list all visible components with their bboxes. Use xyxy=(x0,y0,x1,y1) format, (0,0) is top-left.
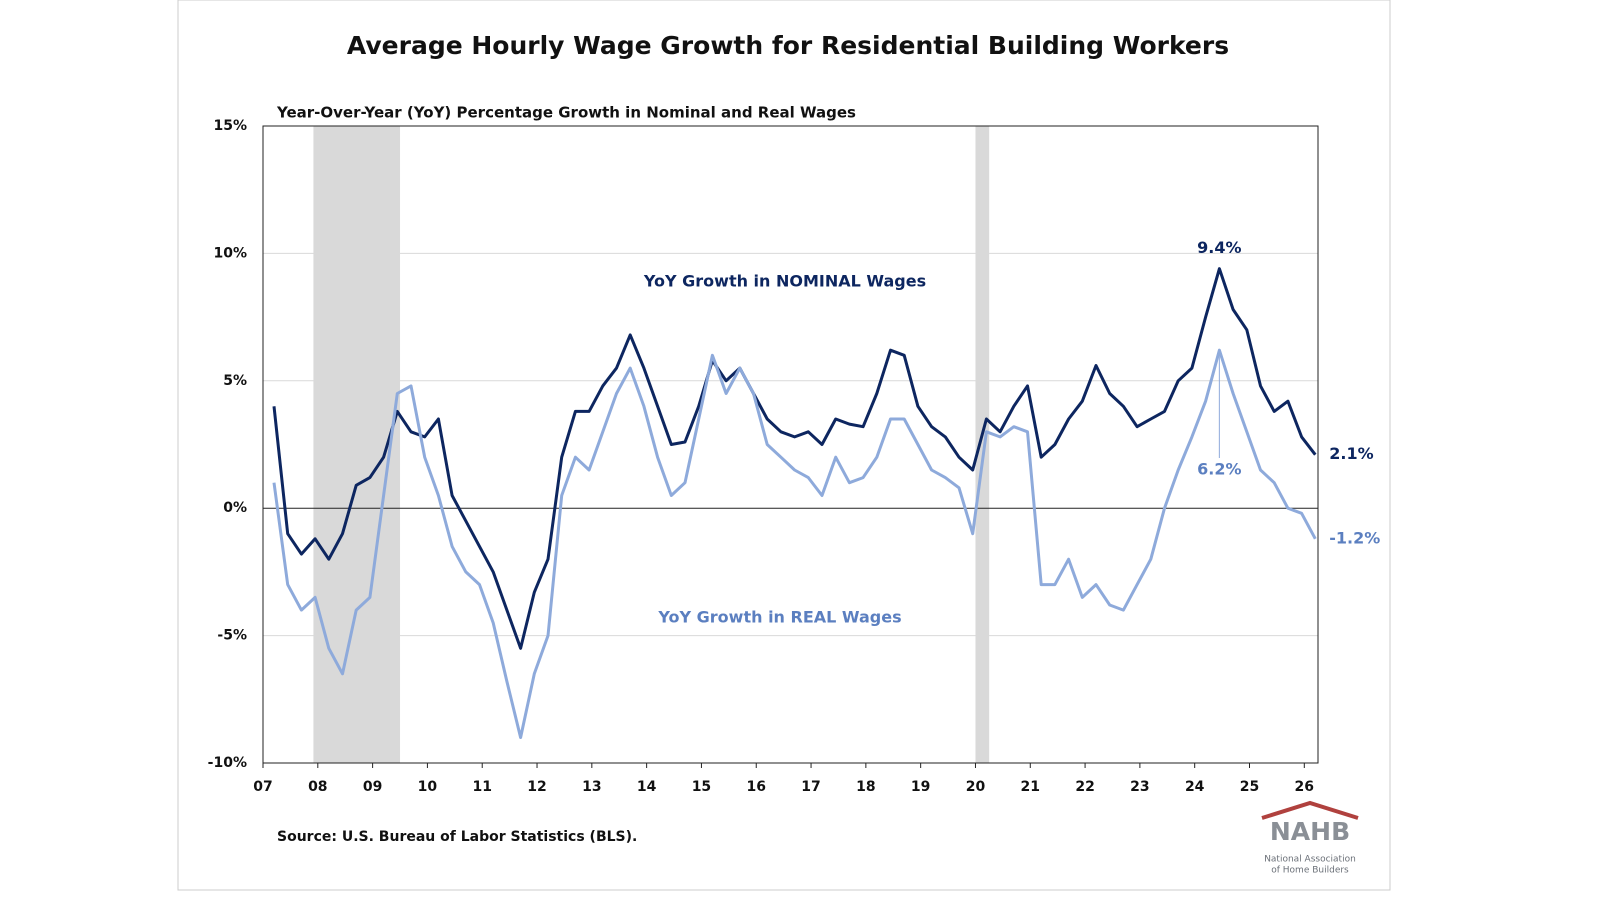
source-note: Source: U.S. Bureau of Labor Statistics … xyxy=(277,829,637,845)
chart-title: Average Hourly Wage Growth for Residenti… xyxy=(347,31,1229,60)
annotation: 2.1% xyxy=(1329,444,1373,463)
logo: NAHB National Association of Home Builde… xyxy=(1261,800,1359,876)
x-tick-label: 15 xyxy=(692,779,711,795)
x-tick-label: 18 xyxy=(856,779,875,795)
logo-line: National Association xyxy=(1264,855,1356,865)
y-tick-label: 10% xyxy=(213,245,247,261)
annotation: 9.4% xyxy=(1197,238,1241,257)
line-series xyxy=(272,348,1317,739)
y-tick-label: -10% xyxy=(208,755,247,771)
x-tick-label: 20 xyxy=(966,779,986,795)
y-tick-label: 5% xyxy=(223,373,247,389)
annotation: -1.2% xyxy=(1329,528,1380,547)
x-tick-label: 07 xyxy=(253,779,272,795)
logo-roof xyxy=(1261,800,1359,820)
annotation: 6.2% xyxy=(1197,460,1241,479)
series-label: YoY Growth in REAL Wages xyxy=(657,608,901,627)
x-tick-label: 08 xyxy=(308,779,327,795)
series-label: YoY Growth in NOMINAL Wages xyxy=(643,272,926,291)
x-tick-label: 21 xyxy=(1021,779,1040,795)
x-tick-label: 12 xyxy=(527,779,546,795)
x-tick-label: 11 xyxy=(472,779,491,795)
x-tick-label: 25 xyxy=(1240,779,1259,795)
plot-frame xyxy=(262,125,1319,764)
x-tick-label: 14 xyxy=(637,779,657,795)
x-tick-label: 09 xyxy=(363,779,382,795)
x-tick-label: 26 xyxy=(1295,779,1314,795)
chart-subtitle: Year-Over-Year (YoY) Percentage Growth i… xyxy=(276,104,856,122)
y-tick-label: -5% xyxy=(217,628,247,644)
x-tick-label: 17 xyxy=(801,779,820,795)
logo-name: NAHB xyxy=(1270,817,1350,846)
x-tick-label: 23 xyxy=(1130,779,1149,795)
x-tick-label: 16 xyxy=(747,779,766,795)
x-tick-label: 24 xyxy=(1185,779,1205,795)
x-tick-label: 10 xyxy=(418,779,438,795)
recession-band xyxy=(975,126,990,763)
x-tick-label: 22 xyxy=(1075,779,1094,795)
logo-line: of Home Builders xyxy=(1271,866,1349,876)
line-series xyxy=(272,267,1317,650)
recession-band xyxy=(313,126,401,763)
x-tick-label: 13 xyxy=(582,779,601,795)
y-tick-label: 15% xyxy=(213,118,247,134)
y-tick-label: 0% xyxy=(223,500,247,516)
x-tick-label: 19 xyxy=(911,779,930,795)
